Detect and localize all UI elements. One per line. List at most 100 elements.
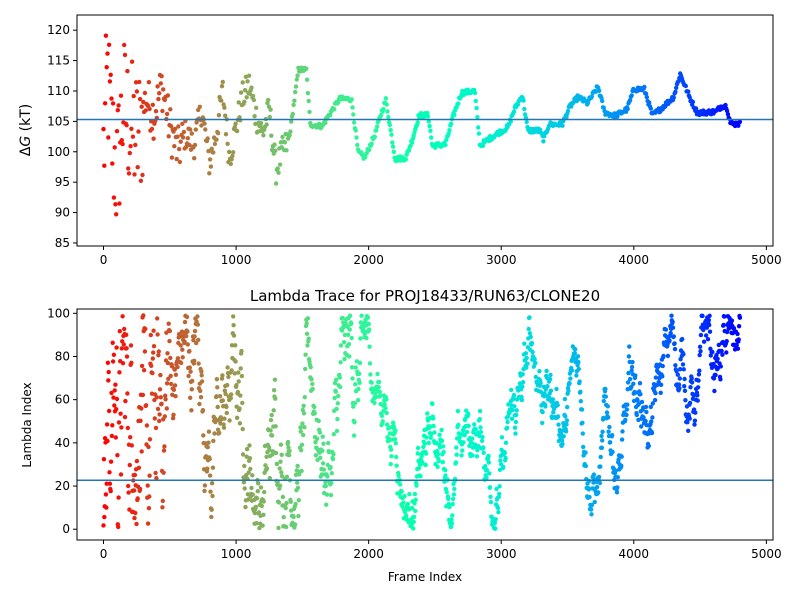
lambda-point	[349, 321, 354, 326]
lambda-point	[310, 386, 315, 392]
lambda-point	[223, 391, 228, 397]
lambda-point	[157, 412, 162, 417]
lambda-point	[304, 321, 309, 326]
delta-g-point	[108, 72, 113, 78]
lambda-point	[712, 388, 717, 394]
delta-g-y-axis-label: ΔG (kT)	[18, 104, 34, 156]
lambda-point	[707, 329, 713, 334]
lambda-point	[688, 385, 693, 390]
delta-g-point	[625, 106, 630, 112]
lambda-point	[646, 443, 651, 449]
lambda-point	[505, 414, 511, 419]
lambda-point	[355, 397, 361, 403]
lambda-point	[299, 468, 304, 474]
lambda-point	[156, 349, 161, 354]
delta-g-point	[266, 97, 271, 103]
lambda-point	[234, 383, 239, 388]
lambda-point	[137, 486, 143, 492]
lambda-point	[222, 416, 227, 421]
lambda-point	[189, 387, 194, 392]
lambda-point	[587, 494, 592, 500]
delta-g-x-tick-label: 4000	[619, 253, 650, 267]
lambda-point	[478, 425, 483, 430]
delta-g-point	[332, 107, 337, 112]
delta-g-point	[374, 124, 380, 129]
lambda-point	[464, 429, 470, 435]
delta-g-point	[354, 135, 359, 140]
lambda-point	[653, 391, 658, 396]
lambda-point	[173, 394, 178, 399]
delta-g-point	[363, 155, 368, 160]
delta-g-point	[102, 101, 108, 106]
lambda-point	[479, 438, 485, 443]
lambda-point	[200, 408, 206, 413]
lambda-point	[326, 449, 332, 455]
delta-g-point	[723, 102, 728, 108]
lambda-point	[295, 485, 301, 490]
lambda-point	[129, 443, 134, 448]
lambda-point	[236, 370, 241, 375]
lambda-point	[736, 337, 741, 342]
delta-g-point	[180, 135, 186, 140]
lambda-point	[650, 415, 655, 420]
lambda-point	[554, 386, 559, 392]
lambda-point	[394, 463, 399, 468]
lambda-point	[312, 411, 317, 416]
lambda-point	[388, 447, 394, 452]
lambda-point	[524, 355, 529, 361]
lambda-point	[214, 377, 220, 382]
lambda-point	[509, 387, 514, 393]
lambda-point	[346, 342, 352, 347]
lambda-point	[367, 327, 372, 332]
delta-g-y-tick-label: 95	[55, 175, 70, 189]
lambda-point	[321, 441, 326, 446]
delta-g-point	[627, 98, 633, 103]
lambda-point	[332, 380, 338, 386]
lambda-point	[523, 351, 529, 356]
lambda-point	[528, 334, 533, 340]
lambda-point	[697, 352, 702, 358]
lambda-point	[257, 525, 262, 531]
delta-g-point	[192, 156, 197, 161]
lambda-point	[168, 373, 173, 379]
lambda-point	[308, 365, 313, 370]
lambda-point	[649, 419, 654, 424]
lambda-point	[620, 429, 625, 434]
lambda-point	[492, 520, 498, 526]
lambda-point	[277, 483, 283, 488]
lambda-point	[250, 492, 255, 497]
lambda-point	[701, 339, 707, 344]
lambda-point	[413, 497, 418, 502]
delta-g-point	[139, 104, 144, 109]
delta-g-point	[165, 93, 171, 98]
delta-g-point	[306, 98, 311, 104]
delta-g-point	[227, 149, 232, 155]
lambda-point	[320, 434, 325, 439]
lambda-point	[106, 408, 112, 414]
lambda-point	[323, 483, 328, 489]
lambda-point	[703, 333, 709, 338]
lambda-point	[281, 515, 286, 520]
lambda-point	[284, 500, 289, 506]
delta-g-x-tick-label: 0	[100, 253, 108, 267]
delta-g-point	[247, 91, 253, 97]
lambda-point	[377, 389, 383, 395]
lambda-point	[629, 368, 634, 373]
lambda-point	[155, 406, 161, 412]
lambda-point	[578, 389, 583, 394]
lambda-point	[268, 417, 274, 423]
lambda-point	[603, 394, 608, 399]
lambda-point	[269, 433, 275, 438]
delta-g-point	[240, 80, 245, 85]
lambda-point	[159, 401, 164, 406]
lambda-point	[411, 526, 416, 531]
lambda-point	[120, 314, 125, 319]
lambda-point	[318, 455, 323, 460]
delta-g-point	[372, 134, 377, 140]
delta-g-point	[209, 146, 214, 151]
lambda-point	[288, 499, 293, 504]
lambda-point	[461, 440, 466, 445]
delta-g-point	[157, 91, 162, 96]
delta-g-point	[150, 102, 155, 108]
delta-g-point	[629, 93, 634, 98]
